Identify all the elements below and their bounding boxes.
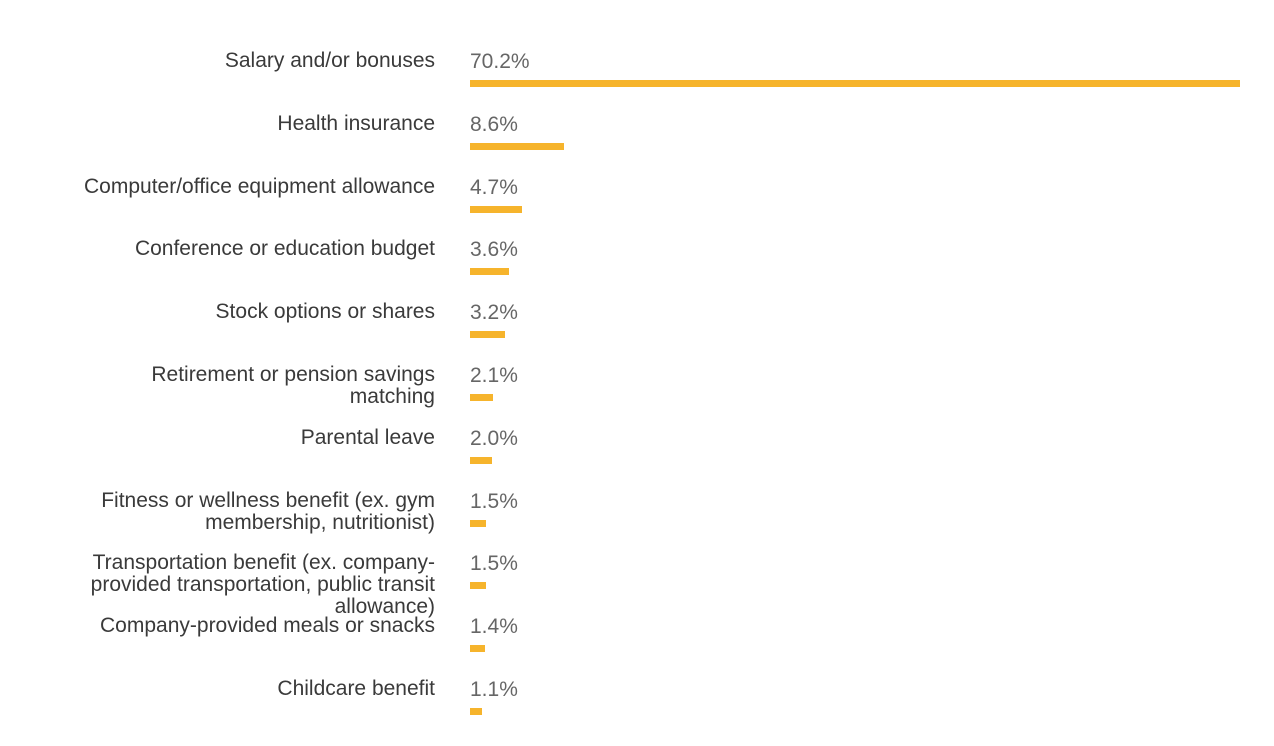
bar — [470, 645, 486, 653]
value-label: 8.6% — [470, 112, 518, 136]
category-label: Conference or education budget — [134, 237, 435, 261]
bar — [470, 456, 492, 464]
bar — [470, 582, 487, 590]
category-label: Parental leave — [300, 425, 435, 449]
value-label: 3.2% — [470, 301, 518, 325]
category-label: Stock options or shares — [215, 300, 435, 324]
bar — [470, 80, 1240, 87]
value-label: 2.0% — [470, 426, 518, 450]
value-label: 3.6% — [470, 238, 518, 262]
value-label: 1.5% — [470, 552, 518, 576]
bar — [470, 331, 506, 339]
category-label: Transportation benefit (ex. company- pro… — [90, 551, 435, 619]
value-label: 1.4% — [470, 615, 518, 639]
category-label: Salary and/or bonuses — [224, 49, 435, 72]
category-label: Childcare benefit — [277, 677, 435, 700]
bar — [470, 142, 565, 150]
category-label: Fitness or wellness benefit (ex. gym mem… — [101, 488, 435, 534]
value-label: 4.7% — [470, 175, 518, 199]
bar — [470, 708, 483, 715]
bar — [470, 519, 487, 527]
category-label: Company-provided meals or snacks — [100, 614, 435, 638]
category-label: Computer/office equipment allowance — [84, 174, 435, 198]
bar — [470, 268, 510, 276]
category-label: Health insurance — [277, 111, 435, 135]
value-label: 70.2% — [470, 50, 530, 73]
value-label: 2.1% — [470, 364, 518, 387]
bar — [470, 394, 494, 401]
value-label: 1.5% — [470, 489, 518, 513]
category-label: Retirement or pension savings matching — [151, 363, 435, 408]
bar — [470, 205, 522, 213]
value-label: 1.1% — [470, 678, 518, 701]
